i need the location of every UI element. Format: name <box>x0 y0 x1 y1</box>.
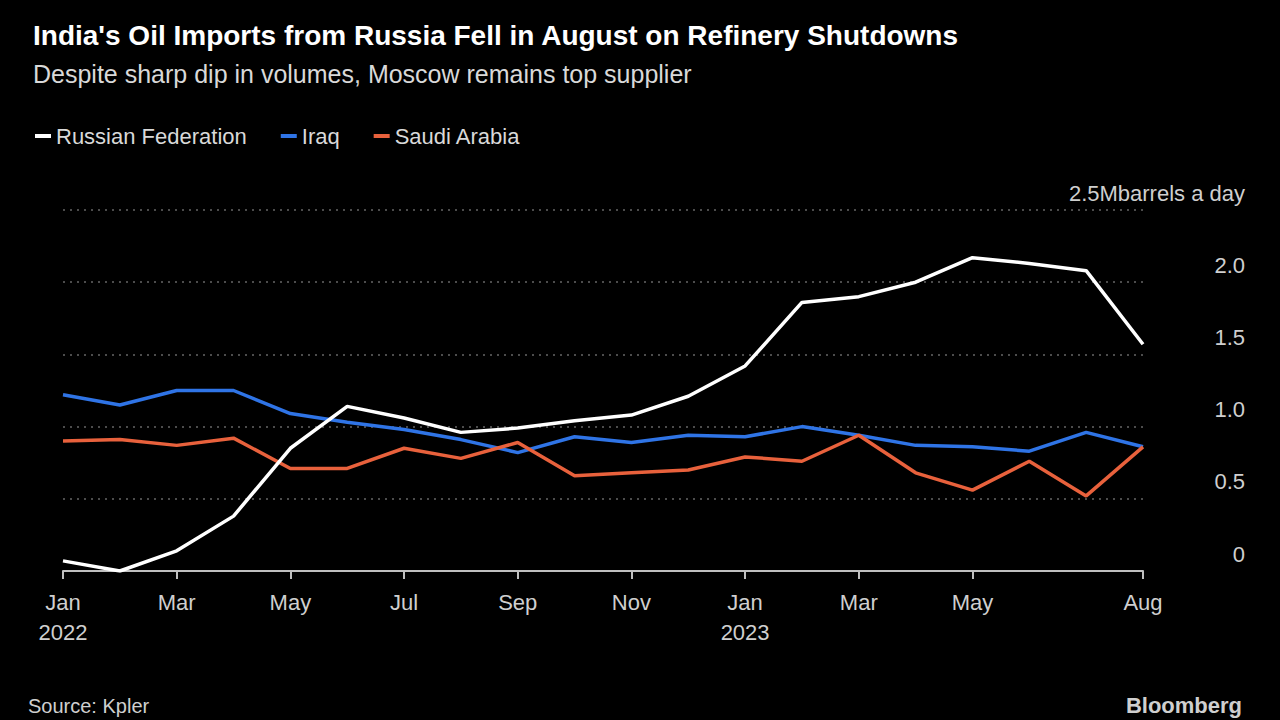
svg-text:2.5Mbarrels a day: 2.5Mbarrels a day <box>1069 181 1245 206</box>
svg-text:Sep: Sep <box>498 590 537 615</box>
svg-text:May: May <box>952 590 994 615</box>
svg-text:0: 0 <box>1233 542 1245 567</box>
svg-text:2022: 2022 <box>39 620 88 645</box>
svg-text:India's Oil Imports from Russi: India's Oil Imports from Russia Fell in … <box>33 20 958 51</box>
svg-text:Nov: Nov <box>612 590 651 615</box>
svg-text:0.5: 0.5 <box>1214 469 1245 494</box>
svg-text:Aug: Aug <box>1123 590 1162 615</box>
svg-text:Jan: Jan <box>727 590 762 615</box>
svg-text:May: May <box>270 590 312 615</box>
svg-text:Source: Kpler: Source: Kpler <box>28 695 150 717</box>
svg-text:Despite sharp dip in volumes,: Despite sharp dip in volumes, Moscow rem… <box>33 60 692 88</box>
svg-text:Mar: Mar <box>158 590 196 615</box>
svg-text:Bloomberg: Bloomberg <box>1126 693 1242 718</box>
svg-text:Mar: Mar <box>840 590 878 615</box>
svg-text:Russian Federation: Russian Federation <box>56 124 247 149</box>
svg-text:Saudi Arabia: Saudi Arabia <box>395 124 521 149</box>
svg-text:Jan: Jan <box>45 590 80 615</box>
svg-text:Jul: Jul <box>390 590 418 615</box>
svg-text:2.0: 2.0 <box>1214 253 1245 278</box>
svg-text:1.0: 1.0 <box>1214 397 1245 422</box>
svg-text:1.5: 1.5 <box>1214 325 1245 350</box>
svg-text:2023: 2023 <box>721 620 770 645</box>
svg-text:Iraq: Iraq <box>302 124 340 149</box>
